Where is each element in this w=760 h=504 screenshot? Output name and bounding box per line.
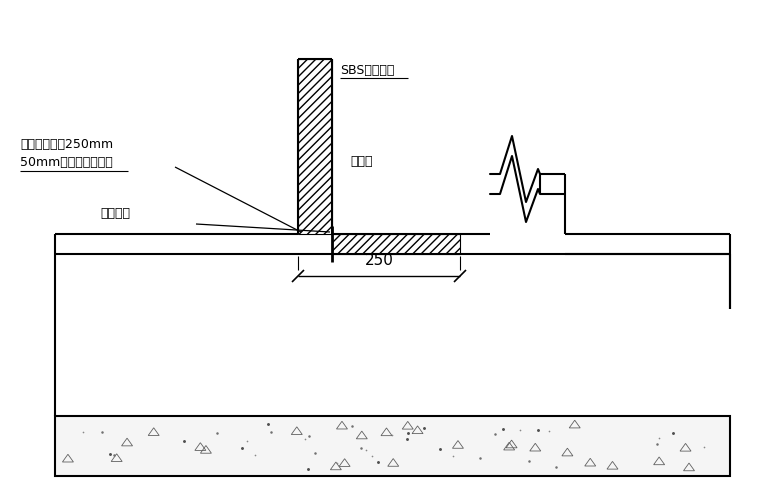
Text: 水泥钉，间距250mm: 水泥钉，间距250mm xyxy=(20,138,113,151)
Text: 250: 250 xyxy=(365,253,394,268)
Text: SBS防水卷材: SBS防水卷材 xyxy=(340,64,394,77)
Polygon shape xyxy=(298,59,332,234)
Polygon shape xyxy=(332,234,460,254)
Text: 油青嵌缝: 油青嵌缝 xyxy=(100,207,130,220)
Polygon shape xyxy=(55,416,730,476)
Text: 50mm宽防锈金属压条: 50mm宽防锈金属压条 xyxy=(20,156,112,168)
Text: 迎水面: 迎水面 xyxy=(350,155,372,168)
